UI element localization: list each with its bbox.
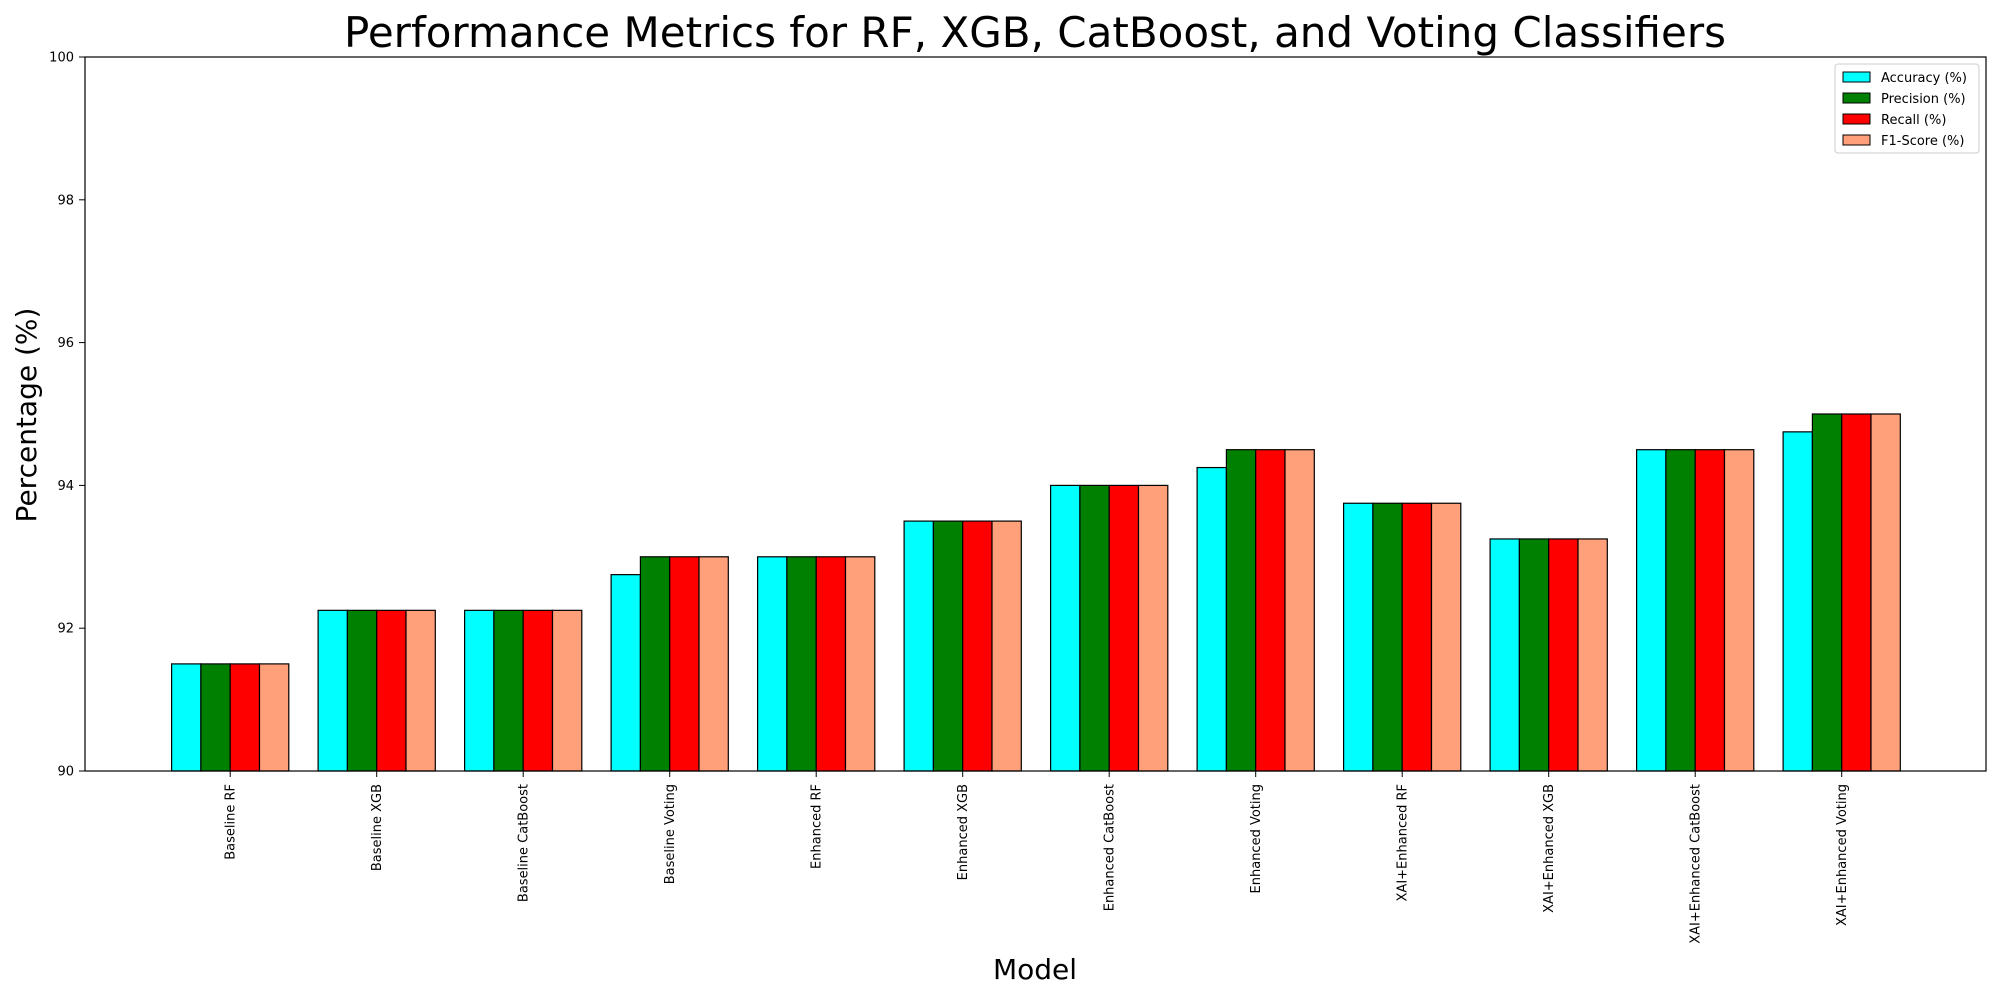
y-tick-label: 94 <box>57 479 74 494</box>
bar <box>639 556 671 772</box>
x-ticks-layer: Baseline RF Baseline XGB Baseline CatBoost… <box>224 771 1850 944</box>
bar <box>610 574 641 772</box>
x-tick-label: Enhanced Voting <box>1249 784 1264 893</box>
bar <box>258 663 290 772</box>
bar <box>903 520 934 772</box>
legend-swatch <box>1842 113 1871 125</box>
x-tick-label: Baseline CatBoost <box>517 784 532 902</box>
bar <box>1049 484 1081 772</box>
bar <box>844 556 876 772</box>
bar <box>1577 538 1608 772</box>
legend-label: Precision (%) <box>1881 92 1966 107</box>
bar <box>1225 449 1257 772</box>
bar <box>1635 449 1667 772</box>
legend-label: F1-Score (%) <box>1881 134 1964 149</box>
y-tick-label: 100 <box>49 51 74 66</box>
bar <box>376 609 407 772</box>
y-tick-label: 98 <box>57 193 74 208</box>
bar <box>1548 538 1579 772</box>
legend-label: Recall (%) <box>1881 113 1946 128</box>
bar <box>1665 449 1696 772</box>
x-tick-label: Enhanced XGB <box>956 784 971 880</box>
bars-layer <box>171 413 1901 772</box>
x-tick-label: XAI+Enhanced XGB <box>1542 784 1557 913</box>
bar <box>229 663 261 772</box>
bar <box>815 556 847 772</box>
bar <box>1079 484 1110 772</box>
legend-swatch <box>1842 92 1871 104</box>
y-tick-label: 96 <box>57 336 74 351</box>
x-tick-label: Baseline Voting <box>663 784 678 884</box>
y-tick-label: 90 <box>57 765 74 780</box>
bar <box>698 556 729 772</box>
bar <box>1372 502 1403 772</box>
legend-box <box>1834 63 1980 154</box>
bar <box>1870 413 1901 772</box>
bar <box>1342 502 1374 772</box>
legend-swatch <box>1842 134 1871 146</box>
bar <box>1841 413 1872 772</box>
bar <box>405 609 436 772</box>
x-tick-label: Baseline RF <box>224 784 239 860</box>
bar <box>1694 449 1726 772</box>
bar <box>1811 413 1843 772</box>
y-axis-title: Percentage (%) <box>10 308 43 523</box>
x-tick-label: Enhanced RF <box>810 784 825 869</box>
x-axis-title: Model <box>993 953 1077 986</box>
bar <box>346 609 378 772</box>
bar <box>1782 431 1813 772</box>
x-tick-label: Baseline XGB <box>370 784 385 871</box>
bar <box>962 520 993 772</box>
bar <box>522 609 554 772</box>
bar <box>464 609 495 772</box>
bar <box>1518 538 1550 772</box>
y-tick-label: 92 <box>57 622 74 637</box>
bar <box>200 663 231 772</box>
legend-label: Accuracy (%) <box>1881 71 1967 86</box>
legend-swatch <box>1842 71 1871 83</box>
bar <box>317 609 349 772</box>
chart-title: Performance Metrics for RF, XGB, CatBoos… <box>344 8 1726 57</box>
x-tick-label: XAI+Enhanced Voting <box>1835 784 1850 926</box>
bar <box>669 556 700 772</box>
bar <box>1196 466 1227 772</box>
bar <box>1108 484 1140 772</box>
bar <box>171 663 202 772</box>
bar <box>551 609 583 772</box>
bar <box>1489 538 1520 772</box>
x-tick-label: XAI+Enhanced CatBoost <box>1689 784 1704 944</box>
bar <box>786 556 817 772</box>
bar <box>1430 502 1462 772</box>
x-tick-label: XAI+Enhanced RF <box>1396 784 1411 901</box>
x-tick-label: Enhanced CatBoost <box>1103 784 1118 911</box>
bar <box>493 609 524 772</box>
bar <box>1723 449 1755 772</box>
y-ticks-layer: 90 92 94 96 98 100 <box>49 51 85 780</box>
plot-frame <box>84 56 1987 772</box>
legend: Accuracy (%) Precision (%) Recall (%) F1-Sc… <box>1834 63 1980 154</box>
bar <box>1284 449 1315 772</box>
bar <box>756 556 788 772</box>
bar <box>932 520 964 772</box>
bar <box>1137 484 1169 772</box>
bar <box>1255 449 1286 772</box>
bar <box>1401 502 1433 772</box>
bar <box>991 520 1022 772</box>
